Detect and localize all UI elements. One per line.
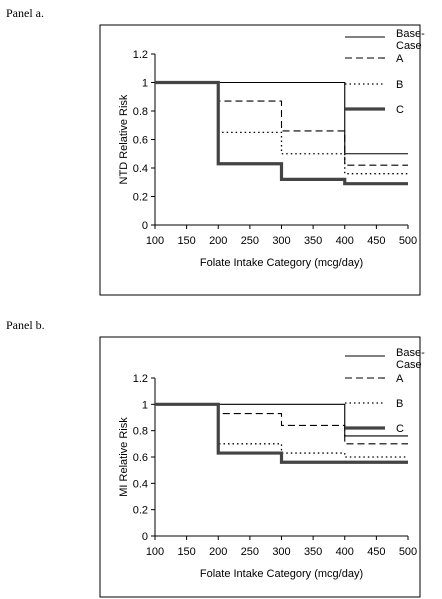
panel-a-x-tick-label: 100 — [146, 235, 164, 247]
panel-a-x-tick-label: 400 — [336, 235, 354, 247]
panel-b-legend-label: C — [396, 423, 404, 435]
panel-a-legend-label: Base-Case — [396, 28, 425, 52]
panel-a-x-tick-label: 200 — [209, 235, 227, 247]
panel-b-x-tick-label: 100 — [146, 546, 164, 558]
panel-b-chart-frame — [99, 336, 421, 598]
panel-a-x-tick-label: 450 — [367, 235, 385, 247]
panel-b-y-tick-label: 0.6 — [133, 452, 148, 464]
panel-b-legend-label: B — [396, 398, 403, 410]
panel-b-x-tick-label: 200 — [209, 546, 227, 558]
panel-a-legend-label: A — [396, 53, 404, 65]
panel-b-legend-label: A — [396, 373, 404, 385]
panel-a-chart-frame — [99, 24, 421, 296]
panel-a-y-tick-label: 1 — [142, 78, 148, 90]
panel-b-x-tick-label: 150 — [177, 546, 195, 558]
panel-b-x-tick-label: 450 — [367, 546, 385, 558]
panel-b-y-tick-label: 0.2 — [133, 505, 148, 517]
panel-b-y-tick-label: 1.2 — [133, 373, 148, 385]
panel-b-x-tick-label: 300 — [272, 546, 290, 558]
panel-b-series-line-dashed — [155, 403, 408, 445]
panel-a-y-tick-label: 0.4 — [133, 163, 148, 175]
panel-a-series-line-dashed — [155, 81, 408, 166]
panel-a-x-axis-title: Folate Intake Category (mcg/day) — [200, 257, 363, 269]
panel-b-series-line-thick — [155, 402, 408, 464]
panel-a-y-tick-label: 0.8 — [133, 106, 148, 118]
chart-panel-a: 0 0.2 0.4 0.6 0.8 1 1.2 100 150 200 250 300 350 400 45… — [99, 24, 425, 296]
panel-b-x-tick-label: 250 — [241, 546, 259, 558]
panel-b-x-tick-label: 500 — [399, 546, 417, 558]
panel-a-legend-label: B — [396, 79, 403, 91]
panel-a-x-tick-label: 150 — [177, 235, 195, 247]
panel-a-x-tick-label: 500 — [399, 235, 417, 247]
panel-b-legend-label: Base-Case — [396, 347, 425, 371]
panel-a-y-tick-label: 0.6 — [133, 135, 148, 147]
panel-a-y-tick-label: 1.2 — [133, 49, 148, 61]
panel-b-y-tick-label: 0.4 — [133, 478, 148, 490]
panel-a-series-line-dotted — [155, 81, 408, 175]
panel-a-y-axis-title: NTD Relative Risk — [118, 94, 130, 184]
panel-a-series-line-thick — [155, 80, 408, 186]
panel-a-y-tick-label: 0 — [142, 220, 148, 232]
panel-b-x-tick-label: 350 — [304, 546, 322, 558]
chart-panel-b: 0 0.2 0.4 0.6 0.8 1 1.2 100 150 200 250 300 350 400 45… — [99, 336, 425, 598]
panel-a-label: Panel a. — [6, 6, 44, 20]
panel-b-x-axis-title: Folate Intake Category (mcg/day) — [200, 568, 363, 580]
panel-a-y-tick-label: 0.2 — [133, 192, 148, 204]
panel-b-y-axis-title: MI Relative Risk — [118, 417, 130, 497]
panel-b-x-tick-label: 400 — [336, 546, 354, 558]
panel-b-label: Panel b. — [6, 318, 45, 332]
panel-a-legend-label: C — [396, 104, 404, 116]
panel-b-y-tick-label: 0 — [142, 531, 148, 543]
panel-b-y-tick-label: 1 — [142, 399, 148, 411]
panel-a-x-tick-label: 300 — [272, 235, 290, 247]
panel-b-y-tick-label: 0.8 — [133, 426, 148, 438]
panel-b-series-line-solid — [155, 403, 408, 437]
panel-a-series-line-solid — [155, 81, 408, 155]
panel-b-series-line-dotted — [155, 403, 408, 458]
panel-a-x-tick-label: 350 — [304, 235, 322, 247]
panel-a-x-tick-label: 250 — [241, 235, 259, 247]
